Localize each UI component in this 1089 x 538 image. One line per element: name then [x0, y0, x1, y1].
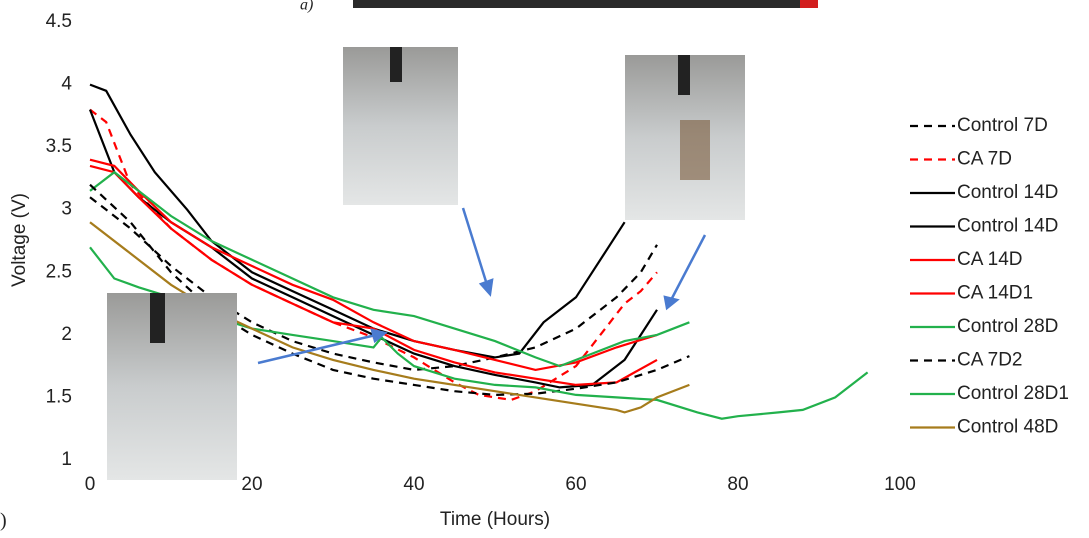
- photo-strip: [353, 0, 818, 8]
- series-line: [89, 83, 626, 359]
- legend-label: CA 14D: [957, 249, 1022, 270]
- x-tick-label: 40: [403, 474, 424, 495]
- series-line: [89, 158, 658, 372]
- y-tick-label: 4.5: [46, 11, 72, 32]
- legend-label: Control 14D: [957, 182, 1058, 203]
- y-tick-label: 3: [61, 199, 72, 220]
- photo-strip-red: [800, 0, 818, 8]
- legend-label: Control 28D1: [957, 383, 1069, 404]
- legend-label: CA 14D1: [957, 283, 1033, 304]
- x-tick-label: 20: [241, 474, 262, 495]
- y-tick-label: 3.5: [46, 136, 72, 157]
- y-tick-label: 1: [61, 449, 72, 470]
- panel-label: ): [0, 510, 7, 532]
- series-line: [89, 170, 690, 368]
- arrow-heads: [370, 278, 680, 344]
- y-tick-label: 4: [61, 74, 72, 95]
- legend-label: Control 28D: [957, 316, 1058, 337]
- x-tick-label: 0: [85, 474, 96, 495]
- y-tick-label: 2.5: [46, 261, 72, 282]
- x-tick-label: 80: [727, 474, 748, 495]
- x-tick-label: 100: [884, 474, 916, 495]
- legend-label: CA 7D: [957, 149, 1012, 170]
- photo-rod: [678, 55, 690, 95]
- legend: Control 7D CA 7D Control 14D Control 14D CA …: [910, 115, 1069, 438]
- y-axis-title: Voltage (V): [9, 193, 30, 287]
- legend-label: Control 48D: [957, 417, 1058, 438]
- arrow: [668, 234, 707, 303]
- series-line: [89, 183, 690, 397]
- photos: [353, 0, 818, 8]
- legend-label: CA 7D2: [957, 350, 1022, 371]
- photo-rod: [150, 293, 165, 343]
- legend-label: Control 14D: [957, 216, 1058, 237]
- overlay: [107, 47, 745, 480]
- series-line: [89, 164, 658, 387]
- arrow: [461, 207, 490, 289]
- x-axis-title: Time (Hours): [440, 509, 550, 530]
- photo: [107, 293, 237, 480]
- y-tick-label: 2: [61, 324, 72, 345]
- x-tick-label: 60: [565, 474, 586, 495]
- panel-label-top: a): [300, 0, 313, 14]
- photo-rust: [680, 120, 710, 180]
- legend-label: Control 7D: [957, 115, 1048, 136]
- arrow: [257, 332, 381, 365]
- y-tick-label: 1.5: [46, 386, 72, 407]
- series-line: [89, 196, 658, 372]
- photo-rod: [390, 47, 402, 82]
- plot-area: 0 20 40 60 80 100 1 1.5 2 2.5 3 3.5 4 4.5: [46, 11, 916, 495]
- arrows: [257, 207, 707, 365]
